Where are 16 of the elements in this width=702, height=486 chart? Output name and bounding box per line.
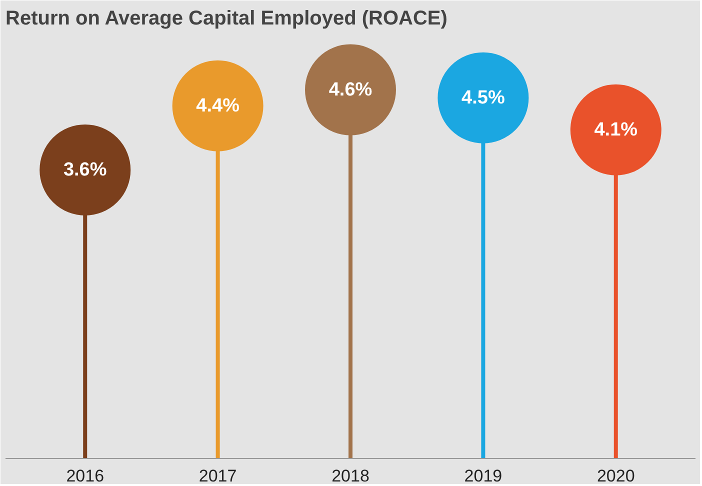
point	[172, 60, 264, 152]
point	[305, 44, 396, 136]
x-tick-label: 2018	[332, 466, 370, 486]
data-label: 3.6%	[63, 159, 107, 180]
point	[40, 124, 131, 216]
point	[570, 84, 662, 176]
x-tick-label: 2016	[66, 466, 104, 486]
data-label: 4.1%	[594, 119, 638, 140]
data-label: 4.6%	[328, 79, 372, 100]
x-tick-label: 2017	[198, 466, 237, 486]
x-tick-label: 2019	[464, 466, 502, 486]
point	[438, 52, 529, 144]
data-label: 4.5%	[462, 87, 505, 108]
x-tick-label: 2020	[596, 466, 635, 486]
chart-title: Return on Average Capital Employed (ROACE)	[6, 8, 448, 30]
data-label: 4.4%	[196, 95, 240, 116]
